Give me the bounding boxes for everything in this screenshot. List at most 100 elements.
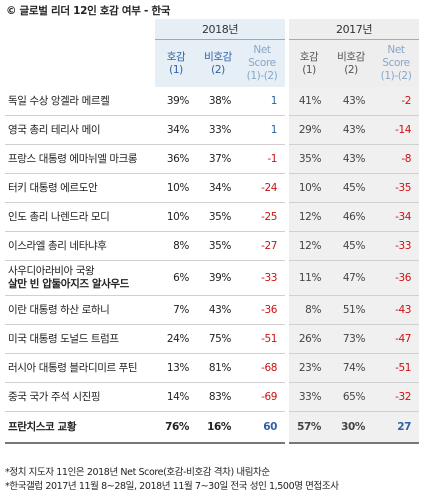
unfav-2017-cell: 46% <box>329 202 374 232</box>
leader-name: 프랑스 대통령 에마뉘엘 마크롱 <box>5 144 155 174</box>
net-2018-cell: -1 <box>239 144 286 174</box>
leader-name: 이란 대통령 하산 로하니 <box>5 295 155 325</box>
fav-2017-cell: 12% <box>289 202 330 232</box>
unfav-2018-cell: 35% <box>197 231 239 261</box>
leader-name: 독일 수상 앙겔라 메르켈 <box>5 87 155 116</box>
leader-name: 인도 총리 나렌드라 모디 <box>5 202 155 232</box>
unfav-2017-cell: 43% <box>329 87 374 116</box>
table-row: 미국 대통령 도널드 트럼프 24% 75% -51 26% 73% -47 <box>5 324 420 354</box>
net-2018-cell: -69 <box>239 382 286 412</box>
net-2018-cell: -68 <box>239 353 286 383</box>
fav-2017-cell: 26% <box>289 324 330 354</box>
footnotes: *정치 지도자 11인은 2018년 Net Score(호감-비호감 격차) … <box>5 466 339 494</box>
net-2017-cell: -34 <box>373 202 420 232</box>
fav-2017-cell: 35% <box>289 144 330 174</box>
net-2017-cell: -33 <box>373 231 420 261</box>
unfav-2018-cell: 33% <box>197 115 239 145</box>
unfav-2017-cell: 73% <box>329 324 374 354</box>
net-2017-cell: -43 <box>373 295 420 325</box>
fav-2018-cell: 10% <box>155 202 197 232</box>
table-row: 러시아 대통령 블라디미르 푸틴 13% 81% -68 23% 74% -51 <box>5 353 420 383</box>
net-2018-cell: 1 <box>239 87 286 116</box>
fav-2018-cell: 39% <box>155 87 197 116</box>
fav-2017-cell: 8% <box>289 295 330 325</box>
year-2018-header: 2018년 <box>155 19 286 40</box>
leader-name: 프란치스코 교황 <box>5 411 155 444</box>
net-2018-cell: -51 <box>239 324 286 354</box>
net-2017-header: Net Score (1)-(2) <box>373 39 420 87</box>
fav-2018-cell: 24% <box>155 324 197 354</box>
unfav-2017-cell: 43% <box>329 115 374 145</box>
fav-2017-header: 호감 (1) <box>289 39 330 87</box>
unfav-2018-cell: 81% <box>197 353 239 383</box>
net-2018-cell: -33 <box>239 260 286 296</box>
unfav-2017-cell: 51% <box>329 295 374 325</box>
fav-2018-cell: 6% <box>155 260 197 296</box>
fav-2018-header: 호감 (1) <box>155 39 197 87</box>
net-2017-cell: -2 <box>373 87 420 116</box>
page-title: © 글로벌 리더 12인 호감 여부 - 한국 <box>6 5 171 17</box>
unfav-2017-cell: 74% <box>329 353 374 383</box>
unfav-2017-cell: 30% <box>329 411 374 444</box>
fav-2018-cell: 34% <box>155 115 197 145</box>
footnote-order: *정치 지도자 11인은 2018년 Net Score(호감-비호감 격차) … <box>5 467 270 478</box>
year-2017-header: 2017년 <box>289 19 420 40</box>
table-row: 중국 국가 주석 시진핑 14% 83% -69 33% 65% -32 <box>5 382 420 412</box>
table-row: 터키 대통령 에르도안 10% 34% -24 10% 45% -35 <box>5 173 420 203</box>
fav-2018-cell: 76% <box>155 411 197 444</box>
leader-name: 러시아 대통령 블라디미르 푸틴 <box>5 353 155 383</box>
corner-cell <box>5 19 155 40</box>
table-row: 프란치스코 교황 76% 16% 60 57% 30% 27 <box>5 411 420 444</box>
net-2018-cell: 60 <box>239 411 286 444</box>
fav-2017-cell: 57% <box>289 411 330 444</box>
net-2017-cell: -36 <box>373 260 420 296</box>
favorability-table: 2018년 2017년 호감 (1) 비호감 (2) Net Score (1)… <box>5 19 420 444</box>
net-2017-cell: -51 <box>373 353 420 383</box>
leader-name: 중국 국가 주석 시진핑 <box>5 382 155 412</box>
net-2017-cell: -32 <box>373 382 420 412</box>
net-2018-header: Net Score (1)-(2) <box>239 39 286 87</box>
unfav-2018-cell: 39% <box>197 260 239 296</box>
unfav-2018-cell: 37% <box>197 144 239 174</box>
table-row: 인도 총리 나렌드라 모디 10% 35% -25 12% 46% -34 <box>5 202 420 232</box>
table-row: 사우디아라비아 국왕 살만 빈 압둘아지즈 알사우드 6% 39% -33 11% 47% -… <box>5 260 420 296</box>
net-2018-cell: -25 <box>239 202 286 232</box>
fav-2018-cell: 8% <box>155 231 197 261</box>
net-2018-cell: -24 <box>239 173 286 203</box>
unfav-2018-cell: 38% <box>197 87 239 116</box>
fav-2018-cell: 14% <box>155 382 197 412</box>
table-row: 프랑스 대통령 에마뉘엘 마크롱 36% 37% -1 35% 43% -8 <box>5 144 420 174</box>
net-2017-cell: -14 <box>373 115 420 145</box>
fav-2018-cell: 7% <box>155 295 197 325</box>
table-row: 이란 대통령 하산 로하니 7% 43% -36 8% 51% -43 <box>5 295 420 325</box>
net-2018-cell: -27 <box>239 231 286 261</box>
net-2017-cell: -8 <box>373 144 420 174</box>
fav-2017-cell: 29% <box>289 115 330 145</box>
leader-name: 터키 대통령 에르도안 <box>5 173 155 203</box>
fav-2018-cell: 10% <box>155 173 197 203</box>
leader-name: 사우디아라비아 국왕 살만 빈 압둘아지즈 알사우드 <box>5 260 155 296</box>
leader-name: 이스라엘 총리 네타냐후 <box>5 231 155 261</box>
unfav-2017-cell: 43% <box>329 144 374 174</box>
footnote-survey: *한국갤럽 2017년 11월 8~28일, 2018년 11월 7~30일 전… <box>5 481 339 492</box>
net-2017-cell: 27 <box>373 411 420 444</box>
unfav-2017-header: 비호감 (2) <box>329 39 374 87</box>
fav-2017-cell: 10% <box>289 173 330 203</box>
table-row: 영국 총리 테리사 메이 34% 33% 1 29% 43% -14 <box>5 115 420 145</box>
net-2017-cell: -47 <box>373 324 420 354</box>
fav-2017-cell: 11% <box>289 260 330 296</box>
fav-2017-cell: 12% <box>289 231 330 261</box>
unfav-2018-cell: 35% <box>197 202 239 232</box>
fav-2017-cell: 41% <box>289 87 330 116</box>
unfav-2017-cell: 47% <box>329 260 374 296</box>
unfav-2018-cell: 16% <box>197 411 239 444</box>
net-2018-cell: 1 <box>239 115 286 145</box>
unfav-2018-cell: 83% <box>197 382 239 412</box>
unfav-2017-cell: 45% <box>329 231 374 261</box>
leader-name: 영국 총리 테리사 메이 <box>5 115 155 145</box>
fav-2017-cell: 33% <box>289 382 330 412</box>
fav-2017-cell: 23% <box>289 353 330 383</box>
net-2017-cell: -35 <box>373 173 420 203</box>
unfav-2018-cell: 75% <box>197 324 239 354</box>
net-2018-cell: -36 <box>239 295 286 325</box>
